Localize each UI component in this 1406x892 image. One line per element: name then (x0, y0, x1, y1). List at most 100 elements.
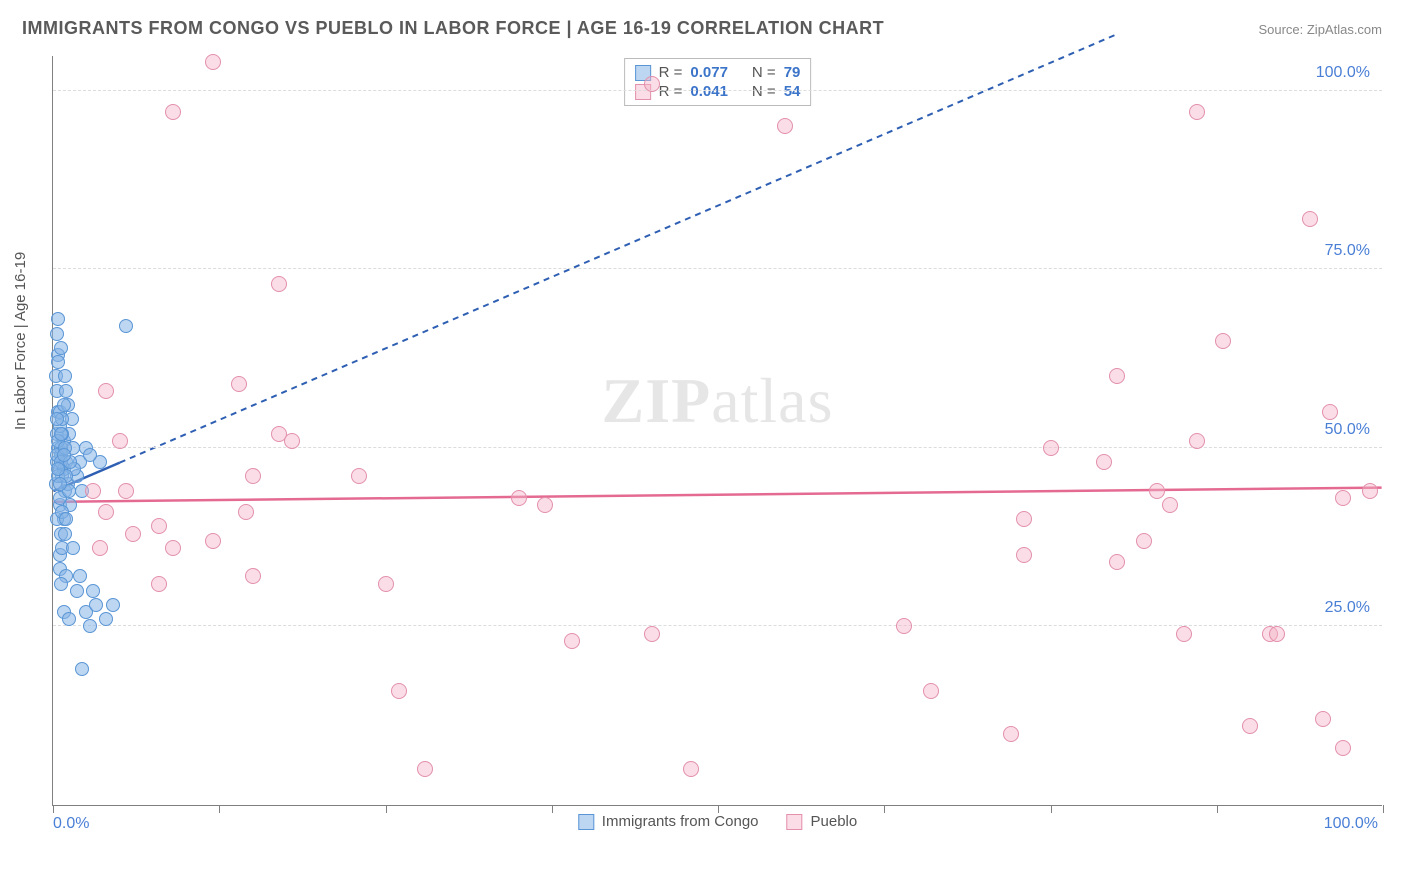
x-tick (552, 805, 553, 813)
legend-swatch-blue-2 (578, 814, 594, 830)
data-point (284, 433, 300, 449)
data-point (351, 468, 367, 484)
data-point (1109, 368, 1125, 384)
gridline (53, 447, 1382, 448)
x-tick (718, 805, 719, 813)
data-point (51, 462, 65, 476)
data-point (511, 490, 527, 506)
x-tick (1051, 805, 1052, 813)
data-point (57, 448, 71, 462)
data-point (205, 533, 221, 549)
data-point (1335, 490, 1351, 506)
source-label: Source: ZipAtlas.com (1258, 22, 1382, 37)
data-point (644, 626, 660, 642)
data-point (51, 312, 65, 326)
data-point (1016, 547, 1032, 563)
data-point (50, 412, 64, 426)
data-point (165, 540, 181, 556)
data-point (125, 526, 141, 542)
data-point (89, 598, 103, 612)
data-point (391, 683, 407, 699)
data-point (1302, 211, 1318, 227)
legend-swatch-pink-2 (787, 814, 803, 830)
x-tick (1383, 805, 1384, 813)
data-point (1136, 533, 1152, 549)
data-point (1242, 718, 1258, 734)
data-point (896, 618, 912, 634)
data-point (58, 369, 72, 383)
data-point (1149, 483, 1165, 499)
data-point (238, 504, 254, 520)
data-point (1096, 454, 1112, 470)
x-tick (219, 805, 220, 813)
data-point (57, 398, 71, 412)
y-tick-label: 100.0% (1316, 64, 1370, 82)
data-point (50, 327, 64, 341)
data-point (1335, 740, 1351, 756)
data-point (70, 584, 84, 598)
data-point (98, 504, 114, 520)
data-point (92, 540, 108, 556)
data-point (271, 276, 287, 292)
data-point (58, 527, 72, 541)
data-point (151, 518, 167, 534)
data-point (54, 341, 68, 355)
data-point (417, 761, 433, 777)
data-point (59, 384, 73, 398)
data-point (83, 619, 97, 633)
x-tick (884, 805, 885, 813)
data-point (54, 577, 68, 591)
data-point (106, 598, 120, 612)
gridline (53, 268, 1382, 269)
x-tick (53, 805, 54, 813)
data-point (51, 355, 65, 369)
data-point (1189, 104, 1205, 120)
data-point (245, 568, 261, 584)
data-point (54, 427, 68, 441)
data-point (564, 633, 580, 649)
x-tick-label: 0.0% (53, 815, 89, 833)
data-point (99, 612, 113, 626)
data-point (644, 76, 660, 92)
data-point (231, 376, 247, 392)
y-axis-label: In Labor Force | Age 16-19 (12, 252, 29, 430)
chart-title: IMMIGRANTS FROM CONGO VS PUEBLO IN LABOR… (22, 18, 884, 39)
x-tick (386, 805, 387, 813)
data-point (118, 483, 134, 499)
data-point (1109, 554, 1125, 570)
data-point (923, 683, 939, 699)
data-point (1176, 626, 1192, 642)
data-point (205, 54, 221, 70)
data-point (151, 576, 167, 592)
data-point (112, 433, 128, 449)
data-point (1322, 404, 1338, 420)
data-point (777, 118, 793, 134)
data-point (86, 584, 100, 598)
data-point (683, 761, 699, 777)
data-point (62, 612, 76, 626)
data-point (1189, 433, 1205, 449)
data-point (73, 569, 87, 583)
data-point (1215, 333, 1231, 349)
data-point (53, 477, 67, 491)
data-point (165, 104, 181, 120)
data-point (1269, 626, 1285, 642)
data-point (85, 483, 101, 499)
y-tick-label: 50.0% (1325, 421, 1370, 439)
x-tick (1217, 805, 1218, 813)
watermark: ZIPatlas (602, 364, 834, 438)
data-point (1362, 483, 1378, 499)
data-point (245, 468, 261, 484)
data-point (119, 319, 133, 333)
data-point (59, 512, 73, 526)
data-point (1162, 497, 1178, 513)
data-point (75, 662, 89, 676)
gridline (53, 90, 1382, 91)
data-point (1016, 511, 1032, 527)
data-point (537, 497, 553, 513)
data-point (1315, 711, 1331, 727)
data-point (66, 541, 80, 555)
y-tick-label: 75.0% (1325, 242, 1370, 260)
data-point (83, 448, 97, 462)
data-point (98, 383, 114, 399)
